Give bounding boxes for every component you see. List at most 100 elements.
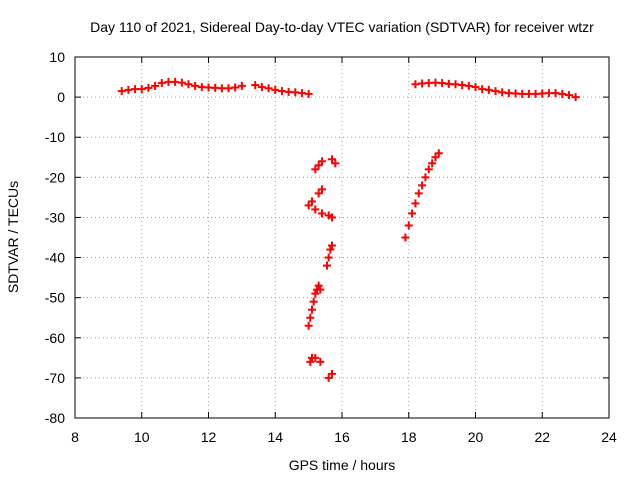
data-point <box>311 205 320 214</box>
data-point <box>408 209 417 218</box>
data-point <box>284 87 293 96</box>
data-point <box>498 88 507 97</box>
y-tick-label: 10 <box>49 49 65 65</box>
data-point <box>478 85 487 94</box>
data-point <box>331 159 340 168</box>
data-point <box>424 165 433 174</box>
x-tick-label: 22 <box>534 429 550 445</box>
data-point <box>271 85 280 94</box>
data-point <box>197 83 206 92</box>
data-point <box>414 189 423 198</box>
data-point <box>434 149 443 158</box>
y-tick-label: -40 <box>45 250 65 266</box>
data-point <box>411 199 420 208</box>
data-point <box>327 369 336 378</box>
x-tick-label: 16 <box>334 429 350 445</box>
data-point <box>324 253 333 262</box>
data-point <box>317 185 326 194</box>
chart-title: Day 110 of 2021, Sidereal Day-to-day VTE… <box>90 19 594 35</box>
data-point <box>124 85 133 94</box>
data-point <box>504 89 513 98</box>
data-point <box>117 87 126 96</box>
data-point <box>471 83 480 92</box>
data-point <box>438 79 447 88</box>
data-point <box>306 357 315 366</box>
data-point <box>171 77 180 86</box>
data-point <box>237 81 246 90</box>
data-point <box>484 85 493 94</box>
data-point <box>144 83 153 92</box>
data-point <box>404 221 413 230</box>
data-point <box>164 77 173 86</box>
data-point <box>307 305 316 314</box>
data-point <box>444 79 453 88</box>
axis-ticks: 8 10 12 14 16 18 20 22 24 10 0 -10 -20 -30 -40 -50 -60 -7… <box>45 49 617 445</box>
data-point <box>316 285 325 294</box>
data-point <box>451 80 460 89</box>
x-tick-label: 10 <box>134 429 150 445</box>
data-point <box>217 84 226 93</box>
data-point <box>257 83 266 92</box>
data-point <box>304 321 313 330</box>
data-point <box>327 155 336 164</box>
data-point <box>309 297 318 306</box>
data-point <box>157 79 166 88</box>
data-point <box>464 81 473 90</box>
x-axis-label: GPS time / hours <box>289 457 396 473</box>
data-point <box>304 89 313 98</box>
data-point <box>306 313 315 322</box>
data-point <box>411 80 420 89</box>
x-tick-label: 12 <box>201 429 217 445</box>
data-point <box>326 245 335 254</box>
data-point <box>151 81 160 90</box>
data-point <box>558 89 567 98</box>
data-point <box>314 189 323 198</box>
data-point <box>327 213 336 222</box>
data-point <box>317 209 326 218</box>
data-point <box>204 83 213 92</box>
data-point <box>418 79 427 88</box>
data-point <box>297 89 306 98</box>
data-point <box>311 165 320 174</box>
data-point <box>224 84 233 93</box>
data-point <box>316 357 325 366</box>
data-point <box>211 83 220 92</box>
data-point <box>131 85 140 94</box>
data-point <box>311 289 320 298</box>
data-point <box>191 81 200 90</box>
data-point <box>231 83 240 92</box>
y-tick-label: -20 <box>45 169 65 185</box>
x-tick-label: 8 <box>71 429 79 445</box>
y-axis-label: SDTVAR / TECUs <box>5 181 21 293</box>
data-point <box>421 173 430 182</box>
data-point <box>311 353 320 362</box>
data-point <box>458 81 467 90</box>
data-point <box>518 89 527 98</box>
data-point <box>524 89 533 98</box>
data-point <box>307 197 316 206</box>
y-tick-label: -80 <box>45 410 65 426</box>
data-point <box>544 89 553 98</box>
data-point <box>431 153 440 162</box>
data-point <box>324 373 333 382</box>
data-point <box>571 93 580 102</box>
y-tick-label: -10 <box>45 129 65 145</box>
y-tick-label: -50 <box>45 290 65 306</box>
data-point <box>314 281 323 290</box>
data-points <box>117 77 580 382</box>
data-point <box>304 201 313 210</box>
data-point <box>314 161 323 170</box>
data-point <box>137 85 146 94</box>
data-point <box>184 80 193 89</box>
data-point <box>564 91 573 100</box>
y-tick-label: -70 <box>45 370 65 386</box>
y-tick-label: -30 <box>45 209 65 225</box>
data-point <box>251 81 260 90</box>
data-point <box>177 78 186 87</box>
y-tick-label: -60 <box>45 330 65 346</box>
data-point <box>511 89 520 98</box>
grid <box>75 57 609 418</box>
data-point <box>401 233 410 242</box>
